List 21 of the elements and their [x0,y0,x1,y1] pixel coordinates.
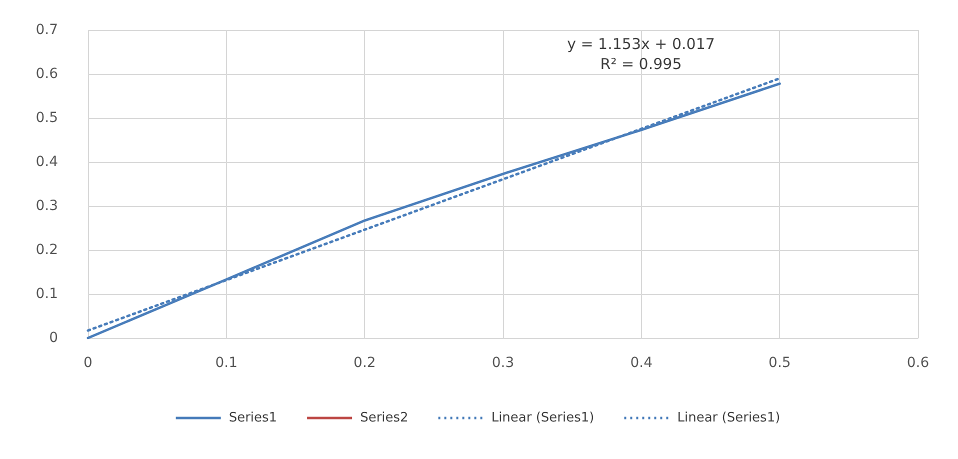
annotation: y = 1.153x + 0.017 [567,35,715,53]
x-tick-label: 0.2 [354,355,376,371]
x-tick-label: 0.3 [492,355,514,371]
x-tick-label: 0 [84,355,92,371]
y-tick-label: 0.5 [36,110,58,126]
annotation: R² = 0.995 [600,55,682,73]
x-tick-label: 0.1 [215,355,238,371]
y-tick-label: 0 [49,330,58,346]
x-tick-label: 0.5 [768,355,791,371]
legend-label: Linear (Series1) [677,410,780,426]
legend-label: Series2 [360,410,408,426]
x-tick-label: 0.4 [630,355,653,371]
legend-label: Linear (Series1) [491,410,594,426]
y-tick-label: 0.6 [36,66,58,82]
y-tick-label: 0.7 [36,22,58,38]
y-tick-label: 0.1 [36,286,58,302]
y-tick-label: 0.3 [36,198,58,214]
legend-label: Series1 [228,410,278,426]
x-tick-label: 0.6 [906,355,930,371]
y-tick-label: 0.4 [36,154,58,170]
y-tick-label: 0.2 [36,242,58,258]
